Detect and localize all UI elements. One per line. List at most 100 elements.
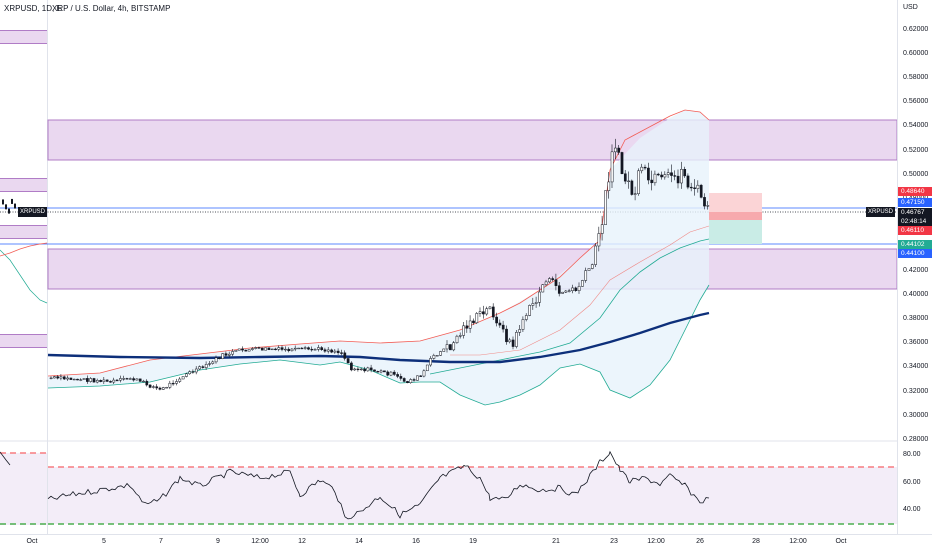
candle-body [584,270,588,281]
candle-body [577,286,581,291]
candle-body [284,348,287,351]
candle-body [653,173,657,184]
left-zone-3 [0,225,47,239]
candle-body [260,347,264,351]
candle-body [541,284,545,293]
rsi-axis-label-80: 80.00 [903,451,921,458]
candle-body [676,175,680,184]
main-chart-title: XRP / U.S. Dollar, 4h, BITSTAMP [52,4,171,13]
demand-zone [47,248,898,290]
candle-body [138,378,142,382]
candle-body [439,351,442,356]
candle-body [557,285,561,294]
candle-body [277,347,281,350]
candle-body [89,378,93,382]
candle-body [171,382,175,385]
candle-body [168,382,172,388]
candle-body [204,364,208,368]
daily-chart-panel[interactable] [0,0,48,534]
candle-body [214,357,218,363]
candle-body [241,348,244,351]
bollinger-band-fill [48,110,709,405]
candle-body [330,349,333,353]
candle-body [571,287,574,291]
candle-body [610,151,614,183]
price-tag-level: 0.47150 [898,198,932,207]
candle-body [650,179,654,184]
candle-body [656,173,660,176]
candle-body [383,370,386,373]
candle-body [604,190,607,225]
candle-body [152,386,155,388]
candle-body [178,378,182,382]
candle-body [614,147,617,153]
candle-body [247,349,251,352]
candle-body [290,348,294,352]
candle-body [62,376,66,380]
candle-body [53,376,56,379]
candle-body [392,371,396,375]
candle-body [218,357,221,359]
candle-body [86,378,89,382]
candle-body [221,353,225,359]
price-axis-label: 0.52000 [903,146,929,154]
candle-body [501,324,505,330]
candle-body [699,184,703,198]
left-rsi-band [0,453,47,525]
candle-body [227,353,231,356]
candle-body [389,371,393,376]
candle-body [673,175,677,177]
candle-body [109,381,112,383]
candle-body [128,378,132,380]
candle-body [122,378,126,380]
price-tag-support: 0.44100 [898,249,932,258]
candle-body [627,180,630,182]
candle-body [620,152,624,175]
candle-body [475,313,479,324]
candle-body [274,348,277,351]
time-label: 16 [412,538,420,545]
candle-body [264,347,267,351]
time-label: 12:00 [251,538,269,545]
time-axis[interactable] [0,534,932,551]
candle-body [257,347,261,349]
candle-body [191,371,195,373]
candle-body [643,166,647,169]
candle-body [666,172,670,175]
candle-body [505,328,508,343]
time-label: 26 [696,538,704,545]
candle-body [66,377,69,380]
price-axis-label: 0.34000 [903,363,929,371]
candle-body [491,306,495,318]
left-candle-body [14,203,16,209]
candle-body [92,378,96,383]
candle-body [462,325,465,336]
candle-body [406,381,409,384]
candle-body [369,367,373,371]
candle-body [343,352,347,359]
candle-body [581,280,584,287]
candle-body [211,361,215,364]
time-label: 12:00 [789,538,807,545]
bollinger-lower-line [47,284,710,406]
time-label: 12 [298,538,306,545]
candle-body [640,166,644,172]
candle-body [359,368,363,371]
candle-body [201,366,205,368]
price-axis-label: 0.38000 [903,315,929,323]
candle-body [270,348,274,351]
candle-body [105,379,109,382]
price-axis-label: 0.56000 [903,98,929,106]
loss-fill-box [709,212,762,220]
candle-body [429,358,432,366]
candle-body [379,370,383,373]
candle-body [181,376,185,380]
candle-body [267,347,271,351]
candle-body [293,347,297,350]
candle-body [175,381,178,384]
price-axis-label: 0.30000 [903,411,929,419]
price-axis[interactable] [897,0,932,534]
candle-body [366,367,370,372]
rsi-axis-label-60: 60.00 [903,479,921,486]
